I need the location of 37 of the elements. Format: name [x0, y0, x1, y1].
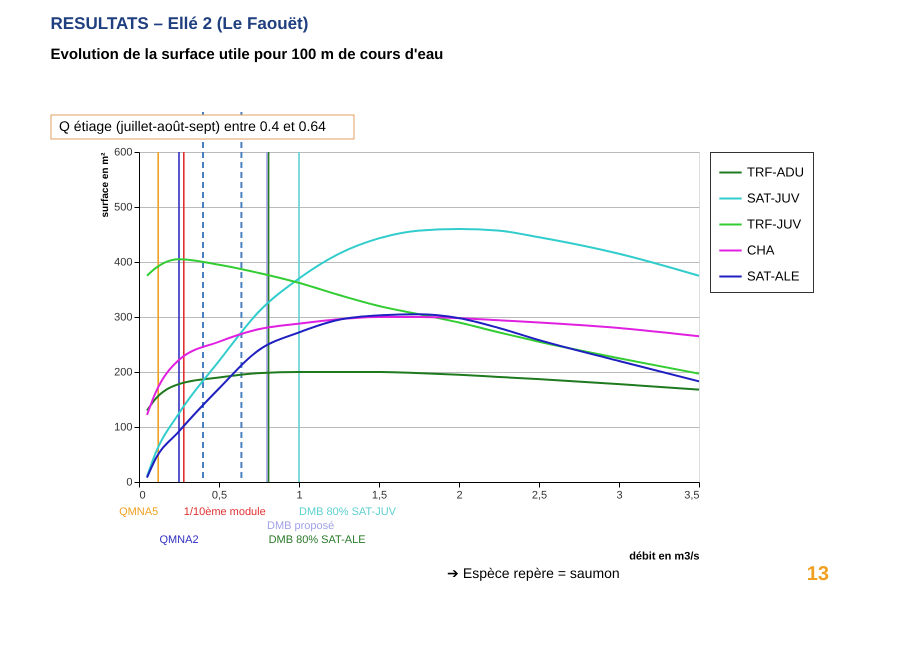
legend-label: TRF-ADU — [747, 164, 804, 180]
x-tick-label: 0,5 — [212, 490, 228, 502]
y-tick-label: 200 — [114, 366, 132, 378]
ref-line-label: DMB proposé — [267, 520, 334, 532]
x-tick-label: 2 — [456, 490, 463, 502]
ref-line-label: QMNA2 — [159, 534, 199, 546]
y-tick-label: 500 — [114, 202, 132, 214]
ref-line-label: DMB 80% SAT-JUV — [299, 506, 397, 518]
y-tick-label: 400 — [114, 256, 132, 268]
line-series — [146, 316, 700, 416]
x-tick-label: 1,5 — [372, 490, 388, 502]
line-series — [146, 258, 700, 375]
legend-label: SAT-ALE — [747, 268, 800, 284]
legend-label: TRF-JUV — [747, 216, 802, 232]
ref-line-label: 1/10ème module — [184, 506, 266, 518]
legend-label: CHA — [747, 242, 775, 258]
x-axis-title: débit en m3/s — [629, 550, 700, 562]
x-tick-label: 2,5 — [532, 490, 548, 502]
legend-label: SAT-JUV — [747, 190, 800, 206]
x-tick-label: 0 — [140, 490, 146, 502]
y-axis-title: surface en m² — [100, 152, 112, 218]
ref-line-label: DMB 80% SAT-ALE — [268, 534, 366, 546]
text: ➔ Espèce repère = saumon — [447, 565, 620, 581]
y-tick-label: 100 — [114, 422, 132, 434]
ref-line-label: QMNA5 — [119, 506, 158, 518]
text: 13 — [806, 563, 829, 585]
x-tick-label: 3 — [616, 490, 623, 502]
x-tick-label: 3,5 — [684, 490, 700, 502]
x-tick-label: 1 — [296, 490, 303, 502]
y-tick-label: 300 — [114, 312, 132, 324]
chart-subtitle: Evolution de la surface utile pour 100 m de cours d'eau — [50, 46, 444, 63]
chart-title: RESULTATS – Ellé 2 (Le Faouët) — [50, 14, 308, 33]
y-tick-label: 0 — [126, 476, 132, 488]
y-tick-label: 600 — [114, 146, 132, 158]
line-series — [146, 228, 700, 478]
text: Q étiage (juillet-août-sept) entre 0.4 et 0.64 — [59, 118, 326, 134]
line-series — [146, 313, 700, 479]
